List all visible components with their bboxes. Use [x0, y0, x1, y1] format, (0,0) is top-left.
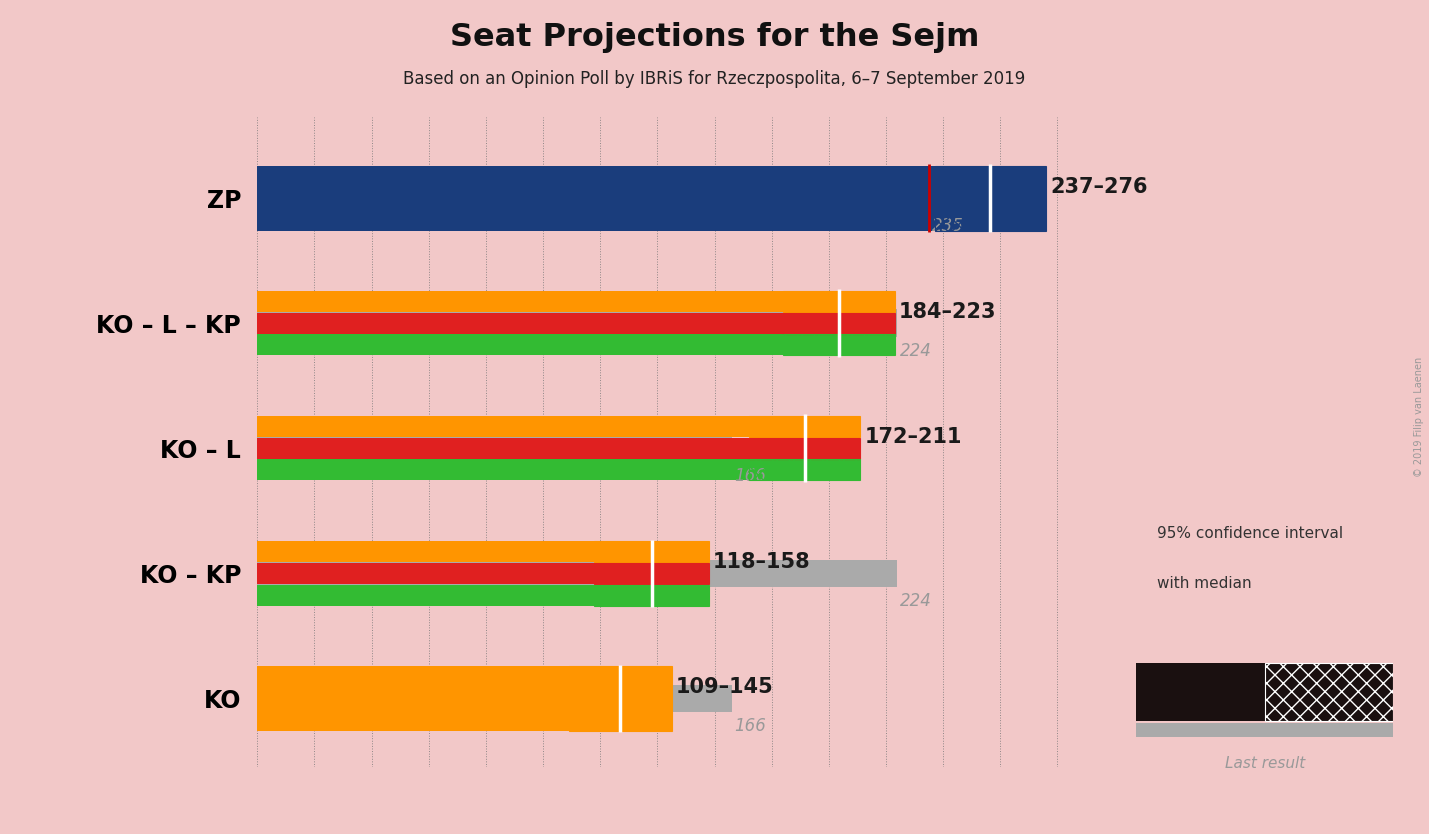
Bar: [257, 560, 897, 587]
Bar: [594, 585, 709, 605]
Text: with median: with median: [1157, 576, 1252, 591]
Text: 237–276: 237–276: [1050, 177, 1147, 197]
Bar: [257, 563, 594, 584]
Text: 118–158: 118–158: [713, 552, 810, 572]
Bar: [257, 309, 897, 337]
Bar: [783, 334, 895, 355]
Text: Based on an Opinion Poll by IBRiS for Rzeczpospolita, 6–7 September 2019: Based on an Opinion Poll by IBRiS for Rz…: [403, 70, 1026, 88]
Bar: [257, 313, 783, 334]
Text: 224: 224: [900, 342, 932, 359]
Bar: [569, 666, 672, 731]
Bar: [1265, 663, 1393, 721]
Text: © 2019 Filip van Laenen: © 2019 Filip van Laenen: [1415, 357, 1423, 477]
Bar: [749, 416, 860, 437]
Bar: [257, 585, 594, 605]
Text: 224: 224: [900, 592, 932, 610]
Bar: [935, 166, 1046, 231]
Text: 172–211: 172–211: [865, 427, 962, 447]
Bar: [594, 563, 709, 584]
Text: Seat Projections for the Sejm: Seat Projections for the Sejm: [450, 22, 979, 53]
Text: 109–145: 109–145: [676, 677, 773, 697]
Bar: [257, 166, 935, 231]
Bar: [594, 585, 709, 605]
Text: 166: 166: [735, 467, 766, 485]
Bar: [783, 334, 895, 355]
Bar: [783, 313, 895, 334]
Bar: [1136, 722, 1393, 736]
Bar: [257, 685, 732, 712]
Bar: [257, 541, 594, 562]
Text: 184–223: 184–223: [899, 302, 996, 322]
Bar: [749, 460, 860, 480]
Bar: [257, 666, 569, 731]
Bar: [594, 563, 709, 584]
Bar: [257, 435, 732, 462]
Bar: [749, 438, 860, 459]
Bar: [257, 438, 749, 459]
Text: 95% confidence interval: 95% confidence interval: [1157, 526, 1343, 541]
Bar: [257, 184, 929, 212]
Bar: [749, 460, 860, 480]
Bar: [594, 541, 709, 562]
Text: 235: 235: [932, 217, 963, 234]
Bar: [257, 460, 749, 480]
Bar: [783, 291, 895, 312]
Bar: [1136, 663, 1265, 721]
Bar: [257, 334, 783, 355]
Bar: [749, 416, 860, 437]
Bar: [594, 541, 709, 562]
Bar: [257, 291, 783, 312]
Text: 166: 166: [735, 717, 766, 735]
Bar: [935, 166, 1046, 231]
Bar: [749, 438, 860, 459]
Bar: [257, 416, 749, 437]
Bar: [783, 291, 895, 312]
Bar: [783, 313, 895, 334]
Bar: [569, 666, 672, 731]
Text: Last result: Last result: [1225, 756, 1305, 771]
